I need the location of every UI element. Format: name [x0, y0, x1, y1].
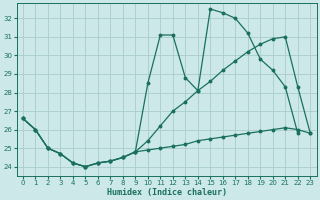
X-axis label: Humidex (Indice chaleur): Humidex (Indice chaleur): [107, 188, 227, 197]
